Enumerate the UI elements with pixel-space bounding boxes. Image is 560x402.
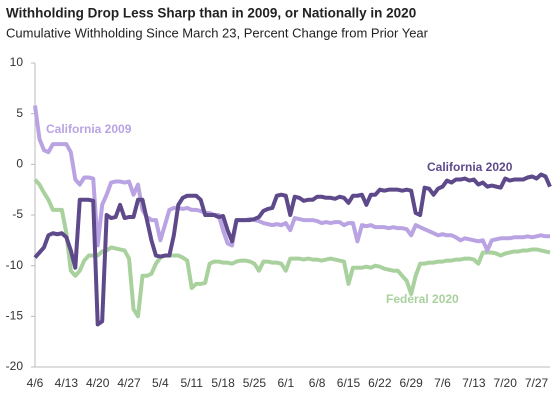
x-tick-label: 6/15 <box>337 376 361 390</box>
x-tick-label: 6/1 <box>277 376 294 390</box>
y-tick-label: -20 <box>6 359 24 373</box>
y-tick-label: 10 <box>10 55 24 69</box>
series-label: California 2020 <box>427 160 513 174</box>
x-tick-label: 5/11 <box>181 376 204 390</box>
y-tick-label: 0 <box>16 157 23 171</box>
y-tick-label: -5 <box>12 207 23 221</box>
y-tick-label: -15 <box>6 309 24 323</box>
series-line <box>33 172 552 327</box>
x-tick-label: 4/13 <box>55 376 79 390</box>
x-tick-label: 4/20 <box>86 376 110 390</box>
y-tick-label: -10 <box>6 258 24 272</box>
x-tick-label: 6/29 <box>399 376 423 390</box>
series-line <box>33 178 551 319</box>
x-tick-label: 7/20 <box>494 376 518 390</box>
x-tick-label: 5/25 <box>243 376 267 390</box>
x-tick-label: 7/6 <box>434 376 451 390</box>
chart-title: Withholding Drop Less Sharp than in 2009… <box>6 6 416 21</box>
x-tick-label: 4/27 <box>117 376 141 390</box>
series-label: Federal 2020 <box>386 292 459 306</box>
y-tick-label: 5 <box>16 106 23 120</box>
x-tick-label: 7/27 <box>525 376 549 390</box>
x-tick-label: 6/8 <box>309 376 326 390</box>
series-line <box>33 105 550 253</box>
x-tick-label: 5/4 <box>152 376 169 390</box>
x-tick-label: 4/6 <box>27 376 44 390</box>
x-tick-label: 5/18 <box>211 376 235 390</box>
x-tick-label: 6/22 <box>368 376 392 390</box>
x-tick-label: 7/13 <box>462 376 486 390</box>
chart-subtitle: Cumulative Withholding Since March 23, P… <box>6 25 429 40</box>
series-label: California 2009 <box>46 122 132 136</box>
